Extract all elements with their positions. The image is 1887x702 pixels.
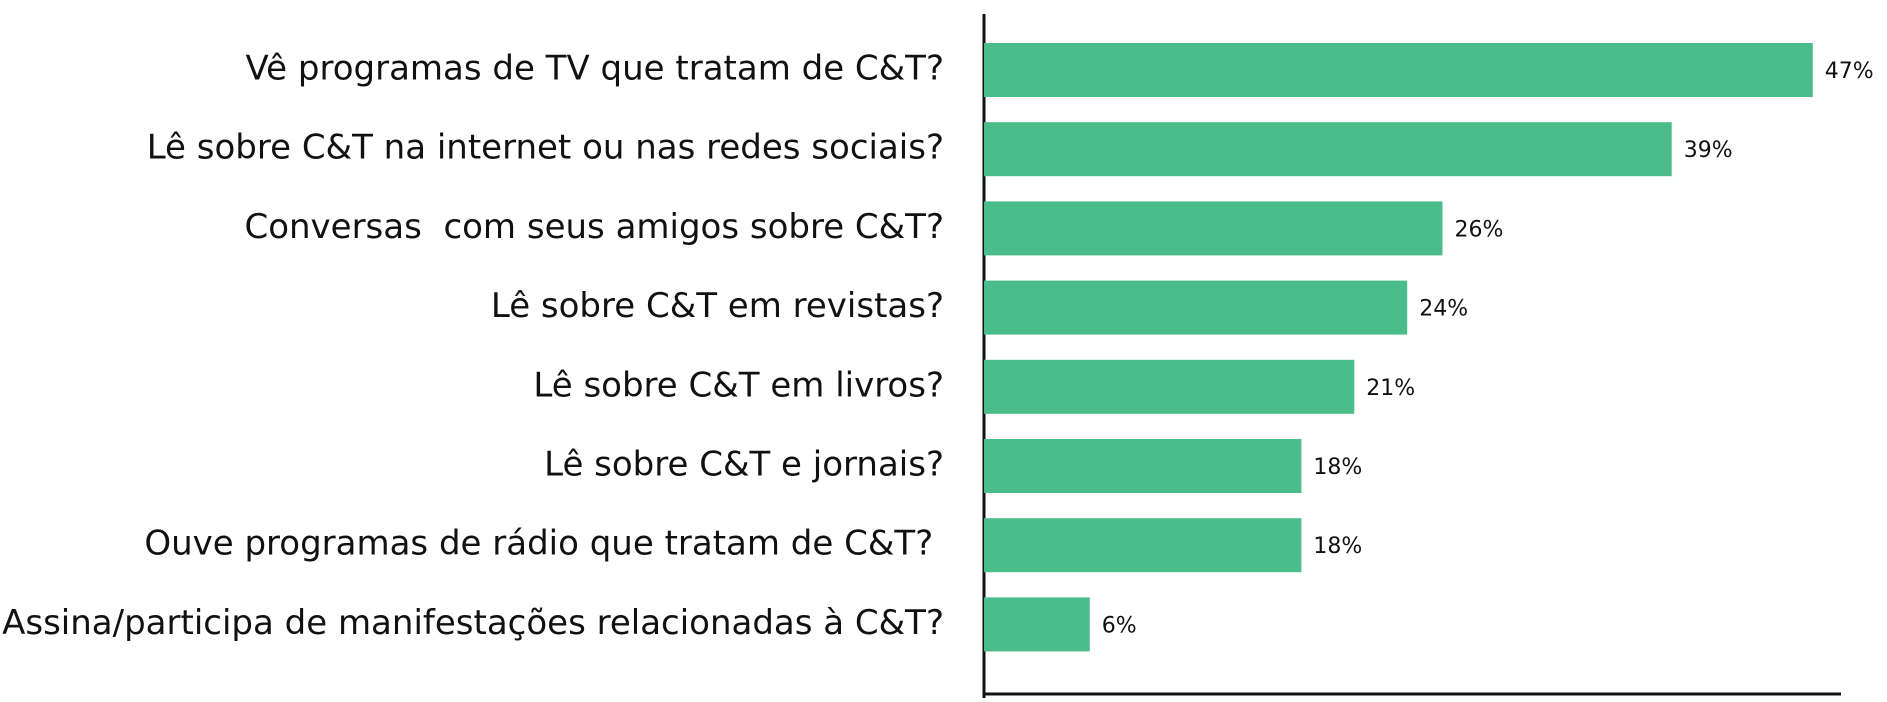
bar bbox=[984, 43, 1813, 97]
category-label: Lê sobre C&T na internet ou nas redes so… bbox=[147, 128, 944, 168]
bar bbox=[984, 439, 1302, 493]
bar bbox=[984, 201, 1443, 256]
value-label: 18% bbox=[1313, 455, 1362, 480]
value-label: 18% bbox=[1313, 534, 1362, 559]
category-label: Vê programas de TV que tratam de C&T? bbox=[246, 49, 944, 89]
bar bbox=[984, 122, 1672, 177]
value-label: 26% bbox=[1454, 217, 1503, 242]
category-label: Conversas com seus amigos sobre C&T? bbox=[244, 207, 944, 247]
category-label: Ouve programas de rádio que tratam de C&… bbox=[144, 524, 944, 564]
category-label: Lê sobre C&T e jornais? bbox=[544, 445, 944, 485]
value-label: 6% bbox=[1102, 613, 1137, 638]
bar bbox=[984, 597, 1090, 652]
value-label: 21% bbox=[1366, 376, 1415, 401]
category-label: Lê sobre C&T em revistas? bbox=[491, 286, 944, 326]
value-label: 47% bbox=[1825, 59, 1874, 84]
bar bbox=[984, 280, 1408, 335]
value-label: 39% bbox=[1684, 138, 1733, 163]
bar bbox=[984, 359, 1355, 414]
bar bbox=[984, 518, 1302, 573]
category-label: Assina/participa de manifestações relaci… bbox=[2, 603, 944, 643]
value-label: 24% bbox=[1419, 297, 1468, 322]
category-label: Lê sobre C&T em livros? bbox=[533, 365, 944, 405]
